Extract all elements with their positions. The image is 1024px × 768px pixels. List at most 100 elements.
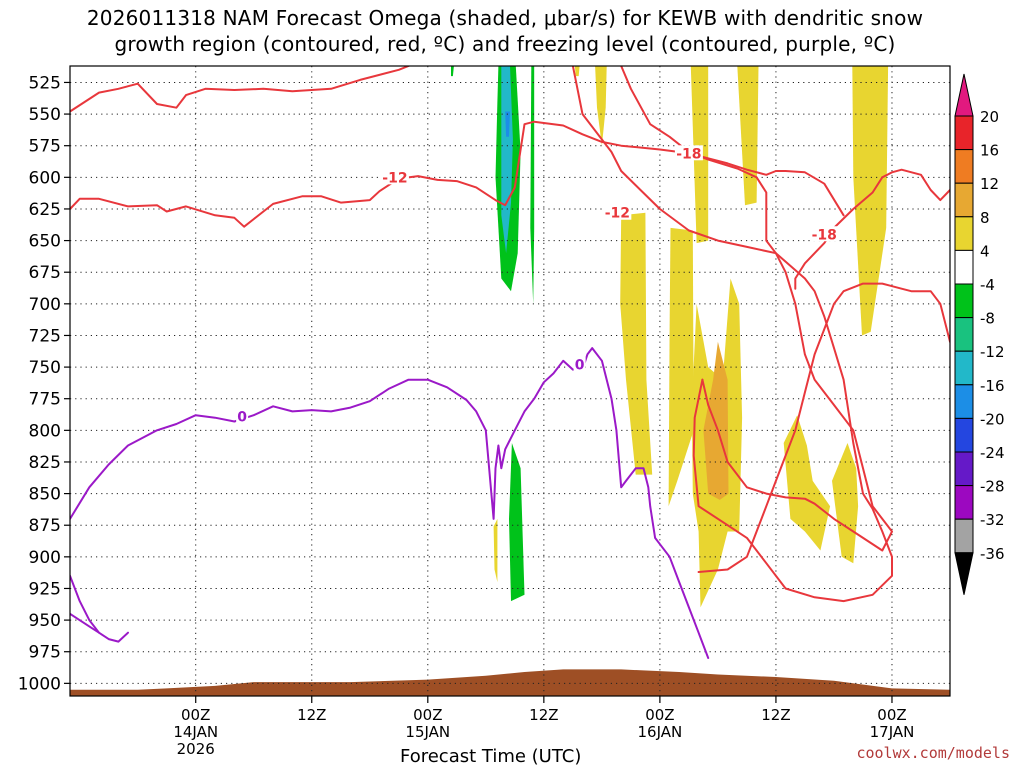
x-tick-label: 2026	[177, 740, 215, 758]
x-tick-label: 16JAN	[638, 723, 683, 741]
y-tick-label: 725	[29, 326, 61, 346]
dgz-contour-label-bg	[380, 169, 409, 185]
freezing-level-contours	[70, 347, 710, 659]
dgz-contour-1	[70, 120, 845, 228]
omega-shade-region-16	[451, 66, 454, 77]
colorbar-bin	[954, 249, 974, 285]
y-tick-label: 775	[29, 390, 61, 410]
colorbar-label: 12	[980, 175, 999, 193]
omega-shade-region-3	[620, 212, 653, 475]
dgz-contour-label: -18	[812, 227, 837, 243]
x-tick-label: 00Z	[877, 706, 906, 724]
freezing-level-label-bg	[573, 356, 586, 372]
colorbar-label: -16	[980, 377, 1005, 395]
grid-layer	[70, 66, 950, 696]
dgz-contour-5	[697, 282, 950, 573]
colorbar-bin	[954, 417, 974, 453]
dgz-contour-label-bg	[603, 204, 632, 220]
colorbar-label: 20	[980, 108, 999, 126]
colorbar-label: -24	[980, 444, 1005, 462]
omega-shade-region-15	[509, 443, 525, 602]
x-tick-label: 15JAN	[405, 723, 450, 741]
chart-title-line-2: growth region (contoured, red, ºC) and f…	[114, 32, 896, 56]
omega-shade-region-9	[595, 66, 607, 146]
y-tick-label: 825	[29, 453, 61, 473]
y-tick-label: 1000	[18, 674, 61, 694]
colorbar-bin	[954, 149, 974, 184]
colorbar-bin	[954, 518, 974, 554]
dgz-contour-2	[571, 66, 893, 603]
colorbar-label: -12	[980, 343, 1005, 361]
y-tick-label: 600	[29, 168, 61, 188]
y-tick-label: 975	[29, 643, 61, 663]
colorbar-label: -32	[980, 511, 1005, 529]
colorbar-label: -4	[980, 276, 995, 294]
y-tick-label: 875	[29, 516, 61, 536]
colorbar-bin	[954, 451, 974, 487]
y-tick-label: 625	[29, 200, 61, 220]
omega-shade-region-8	[832, 443, 859, 564]
freezing-level-label: 0	[237, 409, 247, 425]
site-credit: coolwx.com/models	[856, 744, 1010, 762]
terrain-fill	[70, 669, 950, 696]
y-tick-label: 525	[29, 73, 61, 93]
omega-shade-region-6	[703, 341, 729, 500]
colorbar-bin	[954, 317, 974, 352]
omega-shade-region-17	[493, 518, 498, 583]
y-tick-label: 925	[29, 579, 61, 599]
omega-shade-region-10	[574, 66, 580, 77]
colorbar-bin	[954, 216, 974, 251]
dgz-contour-label-bg	[810, 226, 839, 242]
dgz-contour-label-bg	[674, 145, 703, 161]
freezing-level-label: 0	[575, 358, 585, 374]
colorbar-label: -28	[980, 478, 1005, 496]
y-tick-label: 575	[29, 137, 61, 157]
colorbar-bin	[954, 384, 974, 419]
dendritic-growth-contours	[70, 66, 950, 603]
colorbar-label: 4	[980, 242, 990, 260]
x-tick-label: 12Z	[761, 706, 790, 724]
dgz-contour-label: -18	[676, 146, 701, 162]
y-tick-label: 800	[29, 421, 61, 441]
dgz-contour-4	[794, 168, 950, 290]
omega-shade-region-4	[668, 227, 694, 507]
colorbar-bin	[954, 350, 974, 386]
y-tick-label: 550	[29, 105, 61, 125]
colorbar-label: 16	[980, 142, 999, 160]
omega-shading-layer	[451, 66, 889, 608]
colorbar-label: -36	[980, 545, 1005, 563]
omega-shade-region-7	[783, 415, 831, 551]
y-tick-label: 675	[29, 263, 61, 283]
colorbar-bin	[954, 485, 974, 520]
colorbar-bin	[954, 182, 974, 218]
colorbar-label: -20	[980, 410, 1005, 428]
freezing-level-contour-0	[70, 347, 710, 659]
y-tick-label: 650	[29, 232, 61, 252]
omega-shade-region-13	[505, 111, 510, 137]
y-tick-label: 950	[29, 611, 61, 631]
y-tick-label: 700	[29, 295, 61, 315]
colorbar-bottom-arrow	[954, 552, 974, 595]
terrain-layer	[70, 669, 950, 696]
colorbar-bin	[954, 115, 974, 151]
pressure-axis: 525 550 575 600 625 650 675 700 725 750 775 800 825 8…	[18, 73, 70, 694]
dgz-contour-3	[620, 66, 893, 552]
plot-frame	[69, 65, 951, 697]
x-tick-label: 00Z	[413, 706, 442, 724]
omega-shade-region-12	[501, 66, 513, 254]
freezing-level-contour-2	[70, 612, 100, 634]
dgz-contour-0	[70, 66, 410, 113]
x-tick-label: 12Z	[529, 706, 558, 724]
omega-shade-region-1	[737, 66, 759, 206]
freezing-level-label-bg	[236, 408, 249, 424]
colorbar: 20 16 12 8 4 -4 -8 -12 -16 -20 -24 -28 -32 -36	[954, 73, 1005, 595]
colorbar-label: 8	[980, 209, 990, 227]
colorbar-label: -8	[980, 310, 995, 328]
y-tick-label: 900	[29, 548, 61, 568]
omega-shade-region-2	[852, 66, 889, 336]
omega-shade-region-14	[530, 66, 535, 304]
chart-title-line-1: 2026011318 NAM Forecast Omega (shaded, μ…	[86, 6, 924, 30]
dgz-contour-label: -12	[382, 170, 407, 186]
